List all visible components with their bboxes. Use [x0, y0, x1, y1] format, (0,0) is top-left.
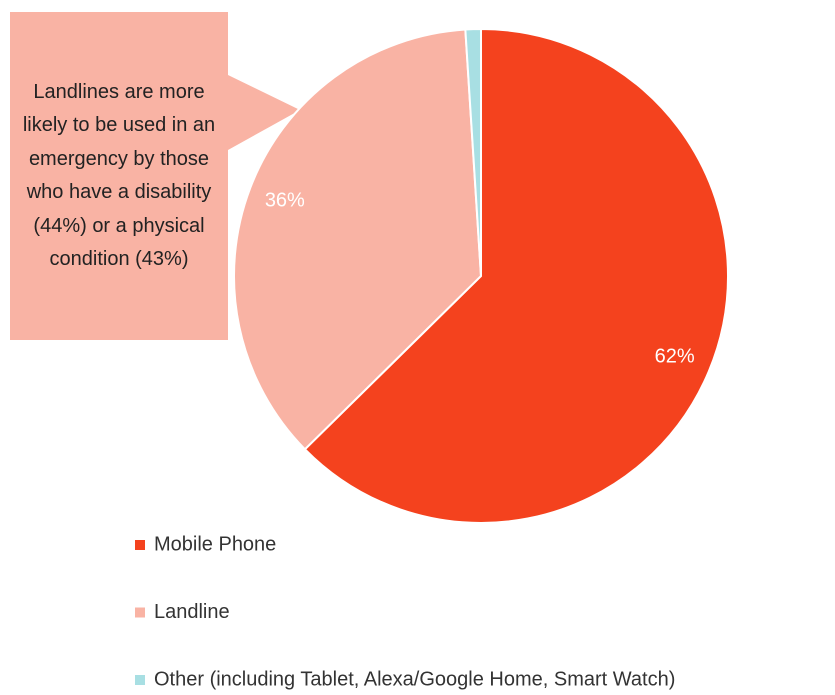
- annotation: Landlines are more likely to be used in …: [22, 80, 216, 271]
- data-label: 62%: [655, 345, 695, 367]
- pie-slice: [464, 27, 482, 277]
- legend-swatch: [135, 675, 145, 685]
- pie-slice: [233, 28, 483, 451]
- data-label: 36%: [265, 189, 305, 211]
- callout-box: [10, 12, 300, 340]
- legend-swatch: [135, 540, 145, 550]
- legend-swatch: [135, 607, 145, 618]
- legend-label: Landline: [154, 601, 230, 623]
- pie-slice: [303, 27, 729, 524]
- legend-label: Other (including Tablet, Alexa/Google Ho…: [154, 668, 675, 690]
- legend-label: Mobile Phone: [154, 533, 276, 555]
